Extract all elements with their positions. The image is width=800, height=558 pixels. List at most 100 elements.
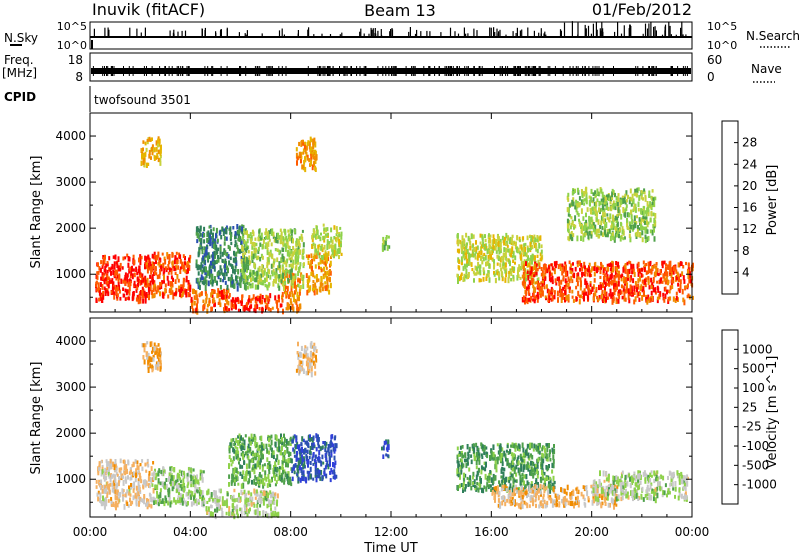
data-cell [299, 278, 301, 283]
data-cell [536, 235, 538, 239]
data-cell [170, 286, 172, 291]
data-cell [226, 499, 228, 505]
data-cell [605, 293, 607, 297]
data-cell [508, 259, 510, 264]
y-tick-label: 2000 [55, 221, 86, 235]
data-cell [463, 251, 465, 257]
data-cell [320, 282, 322, 288]
data-cell [524, 243, 526, 246]
data-cell [125, 480, 127, 484]
data-cell [147, 459, 149, 462]
freq-tick-high: 18 [68, 53, 83, 67]
data-cell [297, 271, 299, 276]
data-cell [270, 494, 272, 499]
data-cell [541, 273, 543, 277]
data-cell [274, 272, 276, 276]
data-cell [620, 214, 622, 220]
data-cell [164, 288, 166, 294]
data-cell [165, 478, 167, 482]
data-cell [575, 267, 577, 272]
data-cell [143, 480, 145, 486]
data-cell [142, 140, 144, 144]
data-cell [264, 298, 266, 302]
data-cell [216, 507, 218, 512]
data-cell [480, 279, 482, 283]
data-cell [543, 264, 545, 270]
data-cell [584, 280, 586, 285]
data-cell [608, 263, 610, 267]
data-cell [604, 224, 606, 230]
data-cell [630, 189, 632, 194]
data-cell [236, 299, 238, 302]
data-cell [307, 142, 309, 146]
data-cell [575, 286, 577, 290]
data-cell [141, 153, 143, 158]
data-cell [539, 235, 541, 241]
data-cell [160, 488, 162, 492]
data-cell [178, 474, 180, 478]
data-cell [456, 234, 458, 238]
data-cell [522, 275, 524, 279]
data-cell [277, 512, 279, 516]
data-cell [484, 246, 486, 251]
data-cell [562, 287, 564, 291]
data-cell [534, 237, 536, 242]
data-cell [579, 196, 581, 201]
data-cell [642, 226, 644, 230]
data-cell [387, 245, 389, 251]
data-cell [568, 213, 570, 217]
data-cell [182, 478, 184, 483]
data-cell [129, 267, 131, 272]
data-cell [627, 226, 629, 229]
data-cell [608, 278, 610, 281]
data-cell [262, 478, 264, 482]
data-cell [283, 442, 285, 447]
data-cell [253, 270, 255, 274]
data-cell [304, 156, 306, 160]
data-cell [232, 226, 234, 230]
data-cell [113, 291, 115, 294]
data-cell [100, 277, 102, 281]
data-cell [202, 249, 204, 255]
data-cell [216, 249, 218, 254]
data-cell [590, 234, 592, 238]
data-cell [244, 252, 246, 255]
data-cell [271, 435, 273, 439]
data-cell [634, 204, 636, 208]
data-cell [270, 308, 272, 312]
data-cell [150, 477, 152, 482]
data-cell [640, 284, 642, 289]
data-cell [128, 296, 130, 300]
data-cell [141, 280, 143, 285]
data-cell [613, 236, 615, 240]
data-cell [160, 151, 162, 156]
data-cell [273, 269, 275, 272]
data-cell [190, 475, 192, 479]
data-cell [262, 295, 264, 299]
data-cell [291, 291, 293, 294]
data-cell [653, 264, 655, 268]
data-cell [641, 295, 643, 301]
data-cell [587, 269, 589, 272]
data-cell [313, 138, 315, 143]
freq-series [91, 66, 691, 76]
data-cell [209, 241, 211, 247]
data-cell [285, 292, 287, 296]
data-cell [133, 481, 135, 487]
data-cell [605, 282, 607, 287]
data-cell [589, 217, 591, 222]
data-cell [512, 235, 514, 238]
data-cell [231, 463, 233, 466]
data-cell [230, 277, 232, 281]
data-cell [662, 293, 664, 297]
data-cell [480, 256, 482, 259]
data-cell [252, 242, 254, 247]
data-cell [230, 242, 232, 245]
data-cell [290, 250, 292, 254]
data-cell [246, 230, 248, 235]
data-cell [142, 299, 144, 304]
data-cell [278, 261, 280, 265]
data-cell [594, 272, 596, 277]
data-cell [632, 194, 634, 199]
data-cell [95, 282, 97, 288]
